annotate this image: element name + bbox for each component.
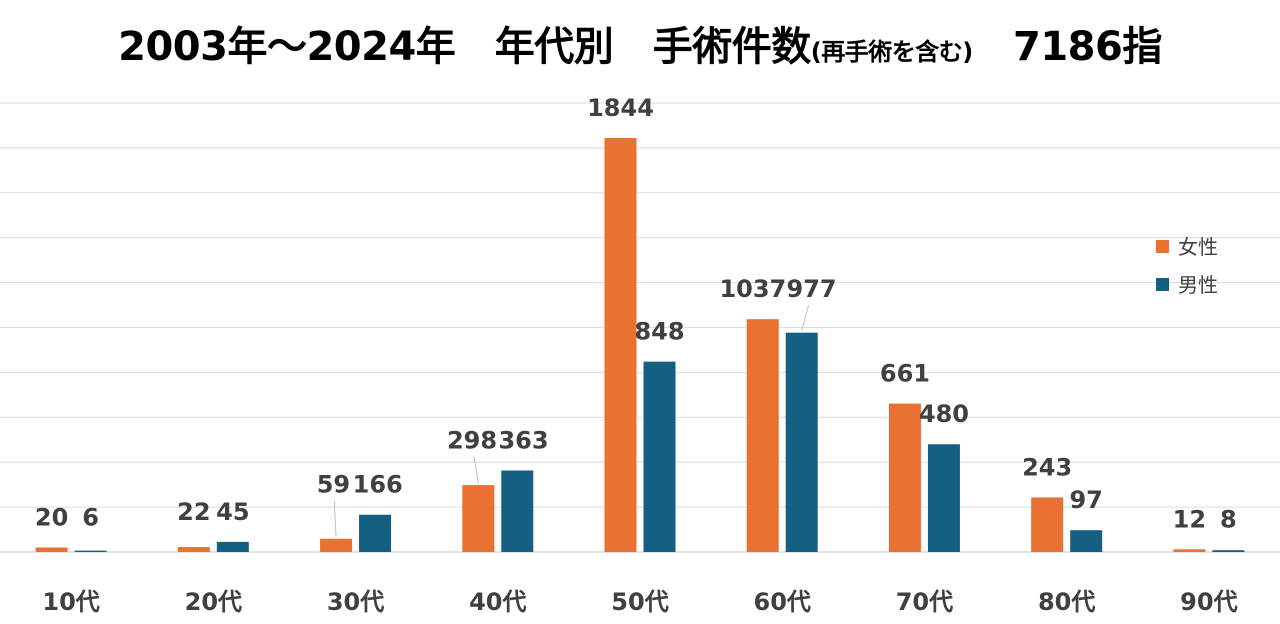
title-main: 2003年～2024年 年代別 手術件数 (118, 24, 811, 70)
x-tick-label-20代: 20代 (185, 588, 242, 616)
leader-lines (333, 305, 810, 537)
data-label-male-80代: 97 (1069, 486, 1102, 514)
legend-swatch-male (1156, 278, 1169, 291)
x-tick-label-80代: 80代 (1038, 588, 1095, 616)
data-label-female-90代: 12 (1173, 505, 1206, 533)
data-labels: 20 6 22 45 59 166 298 363 1844 848 1037 977 661 480 24… (35, 94, 1237, 533)
data-label-male-10代: 6 (82, 504, 99, 532)
data-label-male-30代: 166 (353, 471, 403, 499)
gridlines (0, 102, 1280, 553)
data-label-male-70代: 480 (919, 400, 969, 428)
x-tick-label-70代: 70代 (896, 588, 953, 616)
data-label-female-80代: 243 (1022, 453, 1072, 481)
bar-female-90代 (1173, 549, 1206, 552)
data-label-male-20代: 45 (216, 498, 249, 526)
bar-female-20代 (177, 547, 210, 552)
leader-line-female-30代 (333, 500, 337, 537)
bar-female-50代 (604, 138, 637, 552)
legend-swatch-female (1156, 240, 1169, 253)
title-note: (再手術を含む) (810, 38, 973, 66)
data-label-male-50代: 848 (634, 318, 684, 346)
x-tick-label-60代: 60代 (754, 588, 811, 616)
data-label-female-10代: 20 (35, 504, 68, 532)
bar-male-40代 (501, 470, 534, 552)
chart-title: 2003年～2024年 年代別 手術件数(再手術を含む) 7186指 (0, 14, 1280, 72)
legend-label-female: 女性 (1178, 235, 1218, 259)
legend-label-male: 男性 (1178, 273, 1218, 297)
x-tick-label-30代: 30代 (327, 588, 384, 616)
bar-male-60代 (785, 332, 818, 552)
bar-male-90代 (1212, 550, 1245, 552)
bar-male-10代 (74, 550, 107, 552)
bar-female-60代 (746, 319, 779, 552)
data-label-female-30代: 59 (317, 471, 350, 499)
bar-male-50代 (643, 361, 676, 552)
bars-group (35, 138, 1245, 552)
bar-female-80代 (1031, 497, 1064, 552)
data-label-male-90代: 8 (1220, 505, 1237, 533)
x-tick-label-50代: 50代 (611, 588, 668, 616)
bar-male-70代 (927, 444, 960, 552)
bar-female-40代 (462, 485, 495, 552)
bar-female-10代 (35, 547, 68, 552)
bar-male-20代 (216, 541, 249, 552)
x-axis-tick-labels: 10代 20代 30代 40代 50代 60代 70代 80代 90代 (42, 588, 1237, 616)
data-label-male-60代: 977 (787, 275, 837, 303)
x-tick-label-40代: 40代 (469, 588, 526, 616)
leader-line-male-60代 (801, 305, 810, 331)
data-label-female-70代: 661 (880, 360, 930, 388)
bar-male-80代 (1070, 530, 1103, 552)
x-tick-label-90代: 90代 (1180, 588, 1237, 616)
data-label-male-40代: 363 (498, 427, 548, 455)
leader-line-female-40代 (473, 456, 479, 484)
bar-male-30代 (359, 514, 392, 552)
title-total: 7186指 (1013, 24, 1162, 70)
data-label-female-20代: 22 (177, 498, 210, 526)
data-label-female-40代: 298 (447, 427, 497, 455)
x-tick-label-10代: 10代 (42, 588, 99, 616)
data-label-female-50代: 1844 (587, 94, 654, 122)
bar-female-30代 (320, 538, 353, 552)
data-label-female-60代: 1037 (719, 275, 786, 303)
bar-female-70代 (888, 403, 921, 552)
